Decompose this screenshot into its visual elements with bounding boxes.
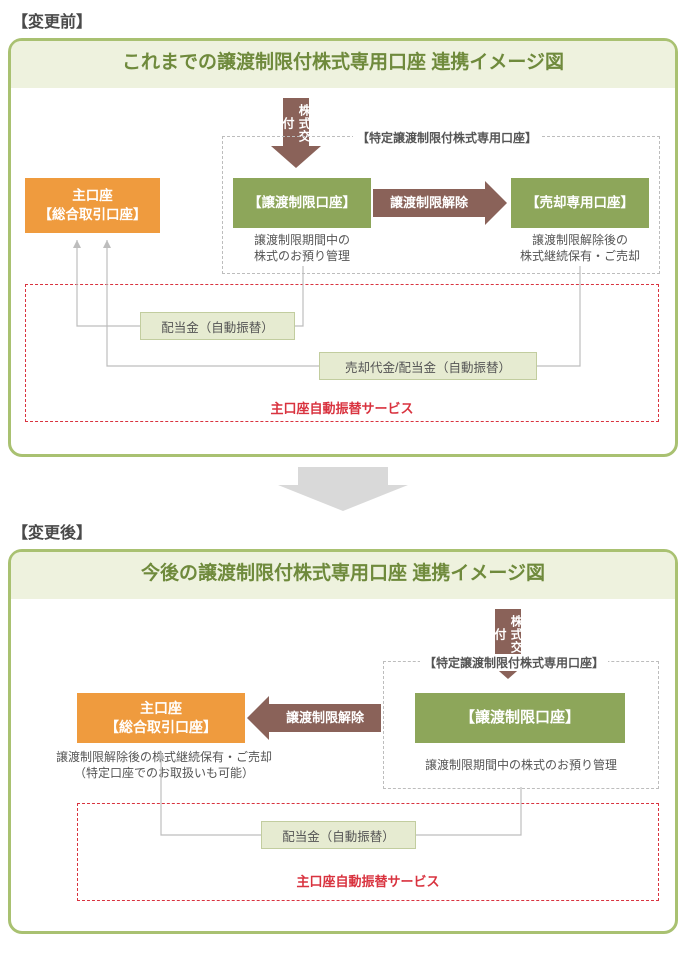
after-panel: 今後の譲渡制限付株式専用口座 連携イメージ図 株式交付 【特定譲渡制限付株式専用… <box>8 549 678 934</box>
after-diagram: 株式交付 【特定譲渡制限付株式専用口座】 【譲渡制限口座】 譲渡制限期間中の株式… <box>25 609 661 915</box>
before-panel-title: これまでの譲渡制限付株式専用口座 連携イメージ図 <box>11 41 675 88</box>
after-section-label: 【変更後】 <box>12 519 686 543</box>
sale-dividend-pill-before: 売却代金/配当金（自動振替） <box>319 352 537 380</box>
dividend-pill-before: 配当金（自動振替） <box>140 312 295 340</box>
dividend-pill-after: 配当金（自動振替） <box>261 821 416 849</box>
flow-lines-after <box>25 609 665 909</box>
service-label-after: 主口座自動振替サービス <box>77 871 659 890</box>
before-section-label: 【変更前】 <box>12 8 686 32</box>
transition-arrow <box>0 467 686 511</box>
before-panel: これまでの譲渡制限付株式専用口座 連携イメージ図 株式交付 【特定譲渡制限付株式… <box>8 38 678 457</box>
after-panel-title: 今後の譲渡制限付株式専用口座 連携イメージ図 <box>11 552 675 599</box>
before-diagram: 株式交付 【特定譲渡制限付株式専用口座】 主口座 【総合取引口座】 【譲渡制限口… <box>25 98 661 438</box>
service-label-before: 主口座自動振替サービス <box>25 398 659 417</box>
